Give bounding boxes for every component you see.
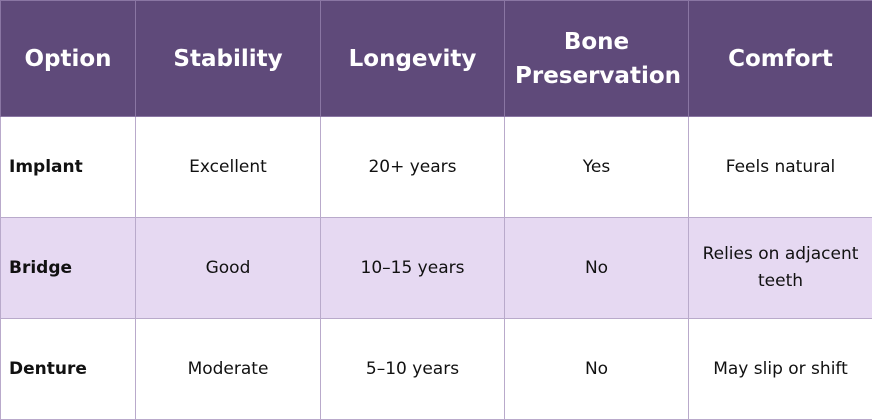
header-comfort: Comfort	[689, 1, 872, 117]
table-row-implant: Implant Excellent 20+ years Yes Feels na…	[1, 117, 872, 218]
cell-stability: Moderate	[136, 319, 321, 420]
cell-option: Bridge	[1, 218, 136, 319]
header-longevity: Longevity	[321, 1, 505, 117]
cell-option: Denture	[1, 319, 136, 420]
cell-option: Implant	[1, 117, 136, 218]
header-bone-preservation: Bone Preservation	[505, 1, 689, 117]
table-body: Implant Excellent 20+ years Yes Feels na…	[1, 117, 872, 420]
cell-comfort: May slip or shift	[689, 319, 872, 420]
header-row: Option Stability Longevity Bone Preserva…	[1, 1, 872, 117]
cell-longevity: 5–10 years	[321, 319, 505, 420]
cell-comfort: Relies on adjacent teeth	[689, 218, 872, 319]
cell-bone-preservation: No	[505, 218, 689, 319]
header-option: Option	[1, 1, 136, 117]
table-header: Option Stability Longevity Bone Preserva…	[1, 1, 872, 117]
cell-bone-preservation: Yes	[505, 117, 689, 218]
cell-longevity: 10–15 years	[321, 218, 505, 319]
header-stability: Stability	[136, 1, 321, 117]
table-row-denture: Denture Moderate 5–10 years No May slip …	[1, 319, 872, 420]
cell-longevity: 20+ years	[321, 117, 505, 218]
cell-stability: Good	[136, 218, 321, 319]
table-row-bridge: Bridge Good 10–15 years No Relies on adj…	[1, 218, 872, 319]
cell-bone-preservation: No	[505, 319, 689, 420]
cell-stability: Excellent	[136, 117, 321, 218]
cell-comfort: Feels natural	[689, 117, 872, 218]
